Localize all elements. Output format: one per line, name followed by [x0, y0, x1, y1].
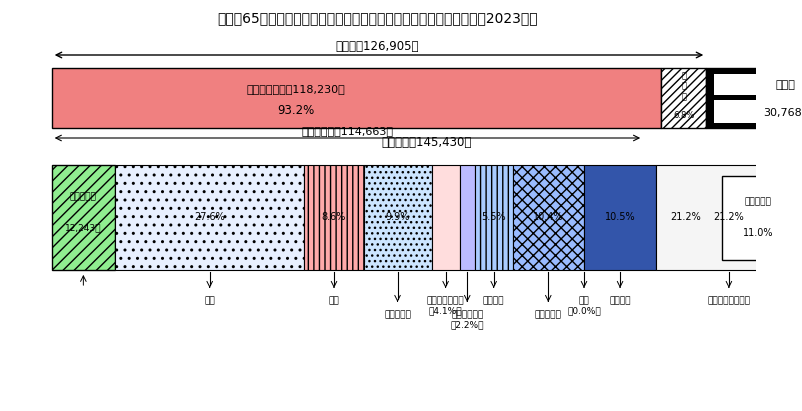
Text: 21.2%: 21.2%: [669, 212, 699, 222]
Bar: [583, 165, 655, 270]
Text: 保健医療: 保健医療: [482, 296, 504, 305]
Bar: [459, 165, 474, 270]
Bar: [721, 175, 793, 259]
Bar: [363, 165, 431, 270]
Text: 30,768円: 30,768円: [762, 107, 802, 117]
Text: 社会保障給付　118,230円: 社会保障給付 118,230円: [246, 84, 345, 94]
Text: 消費支出　145,430円: 消費支出 145,430円: [381, 136, 472, 150]
Text: 21.2%: 21.2%: [713, 212, 743, 222]
Text: 光熱・水道: 光熱・水道: [383, 310, 411, 319]
Text: 図２　65歳以上の単身無職世帯（高齢単身無職世帯）の家計収支　－2023年－: 図２ 65歳以上の単身無職世帯（高齢単身無職世帯）の家計収支 －2023年－: [217, 11, 537, 25]
Text: そ
の
他: そ の 他: [680, 71, 686, 101]
Text: 10.4%: 10.4%: [533, 212, 563, 222]
Text: 実収入　126,905円: 実収入 126,905円: [335, 41, 419, 53]
Bar: [655, 165, 800, 270]
Text: 27.6%: 27.6%: [194, 212, 225, 222]
Bar: [705, 68, 802, 128]
Text: 93.2%: 93.2%: [277, 104, 314, 116]
Text: 8.6%: 8.6%: [322, 212, 346, 222]
Bar: [713, 74, 802, 95]
Text: 食料: 食料: [204, 296, 215, 305]
Text: うち交際費: うち交際費: [743, 197, 771, 206]
Text: 5.5%: 5.5%: [480, 212, 505, 222]
Text: 家具・家事用品
（4.1%）: 家具・家事用品 （4.1%）: [427, 296, 464, 315]
Bar: [51, 68, 661, 128]
Bar: [661, 68, 705, 128]
Text: 12,243円: 12,243円: [65, 224, 102, 233]
Text: 10.5%: 10.5%: [604, 212, 634, 222]
Text: 交通・通信: 交通・通信: [534, 310, 561, 319]
Bar: [115, 165, 304, 270]
Text: 11.0%: 11.0%: [742, 228, 772, 238]
Text: 非消費支出: 非消費支出: [70, 192, 97, 201]
Text: 不足分: 不足分: [775, 80, 795, 90]
Bar: [51, 165, 115, 270]
Bar: [713, 100, 802, 123]
Text: 可処分所得　114,663円: 可処分所得 114,663円: [301, 126, 393, 136]
Text: その他の消費支出: その他の消費支出: [707, 296, 750, 305]
Text: 住居: 住居: [328, 296, 339, 305]
Text: 9.9%: 9.9%: [385, 212, 409, 222]
Bar: [512, 165, 583, 270]
Text: 被服及び履物
（2.2%）: 被服及び履物 （2.2%）: [450, 310, 484, 329]
Text: 教育
（0.0%）: 教育 （0.0%）: [566, 296, 600, 315]
Text: 6.8%: 6.8%: [672, 111, 694, 120]
Bar: [304, 165, 363, 270]
Text: 教養娯楽: 教養娯楽: [609, 296, 630, 305]
Bar: [431, 165, 459, 270]
Bar: [474, 165, 512, 270]
